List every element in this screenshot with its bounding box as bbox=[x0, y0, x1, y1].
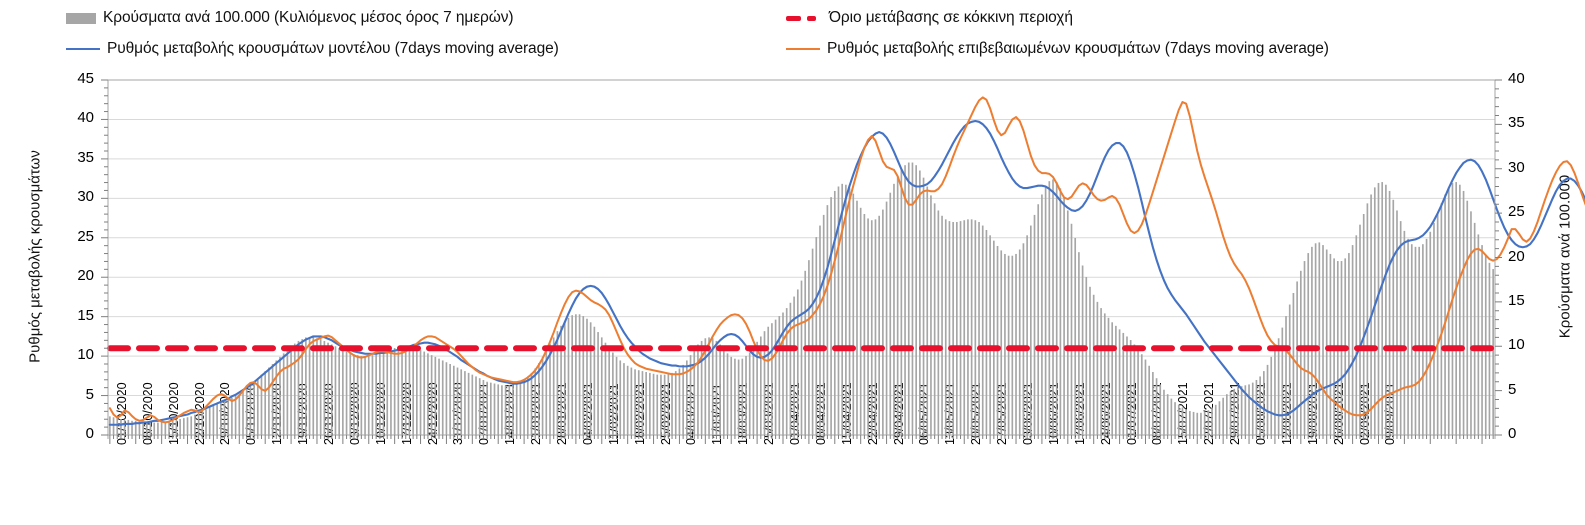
bar-series bbox=[109, 162, 1494, 436]
legend-label: Όριο μετάβασης σε κόκκινη περιοχή bbox=[829, 9, 1073, 26]
y-axis-right-tick-label: 30 bbox=[1508, 158, 1525, 176]
y-axis-left-tick-label: 0 bbox=[85, 425, 94, 442]
bar-swatch-icon bbox=[66, 12, 96, 24]
y-axis-left-tick-label: 30 bbox=[77, 188, 94, 206]
y-axis-right-tick-label: 0 bbox=[1508, 425, 1517, 442]
y-axis-left-tick-label: 5 bbox=[85, 385, 94, 403]
y-axis-left-tick-label: 15 bbox=[77, 306, 94, 324]
y-axis-left-tick-label: 35 bbox=[77, 148, 94, 166]
line-series bbox=[108, 96, 1585, 424]
chart-legend: Κρούσματα ανά 100.000 (Κυλιόμενος μέσος … bbox=[0, 0, 1585, 62]
y-axis-right-tick-label: 5 bbox=[1508, 380, 1517, 398]
legend-label: Ρυθμός μεταβολής κρουσμάτων μοντέλου (7d… bbox=[107, 40, 559, 57]
dashed-line-swatch-icon bbox=[786, 15, 822, 21]
y-axis-right-tick-label: 25 bbox=[1508, 203, 1525, 221]
legend-item-red-zone-threshold[interactable]: Όριο μετάβασης σε κόκκινη περιοχή bbox=[786, 7, 1073, 29]
line-swatch-icon bbox=[786, 48, 820, 50]
y-axis-right-tick-label: 15 bbox=[1508, 291, 1525, 309]
y-axis-right-tick-label: 40 bbox=[1508, 70, 1525, 87]
legend-item-model-change-rate[interactable]: Ρυθμός μεταβολής κρουσμάτων μοντέλου (7d… bbox=[66, 38, 559, 60]
legend-item-confirmed-change-rate[interactable]: Ρυθμός μεταβολής επιβεβαιωμένων κρουσμάτ… bbox=[786, 38, 1329, 60]
legend-label: Κρούσματα ανά 100.000 (Κυλιόμενος μέσος … bbox=[103, 9, 514, 26]
line-swatch-icon bbox=[66, 48, 100, 50]
y-axis-right-tick-label: 35 bbox=[1508, 114, 1525, 132]
y-axis-left-tick-label: 10 bbox=[77, 346, 94, 364]
y-axis-left-tick-label: 40 bbox=[77, 109, 94, 127]
y-axis-right-tick-label: 20 bbox=[1508, 247, 1525, 265]
legend-item-cases-per-100000[interactable]: Κρούσματα ανά 100.000 (Κυλιόμενος μέσος … bbox=[66, 7, 514, 29]
y-axis-right-tick-label: 10 bbox=[1508, 336, 1525, 354]
y-axis-left-tick-label: 25 bbox=[77, 227, 94, 245]
y-axis-left-tick-label: 45 bbox=[77, 70, 94, 87]
legend-label: Ρυθμός μεταβολής επιβεβαιωμένων κρουσμάτ… bbox=[827, 40, 1329, 57]
line-series bbox=[108, 119, 1585, 426]
y-axis-left-tick-label: 20 bbox=[77, 267, 94, 285]
